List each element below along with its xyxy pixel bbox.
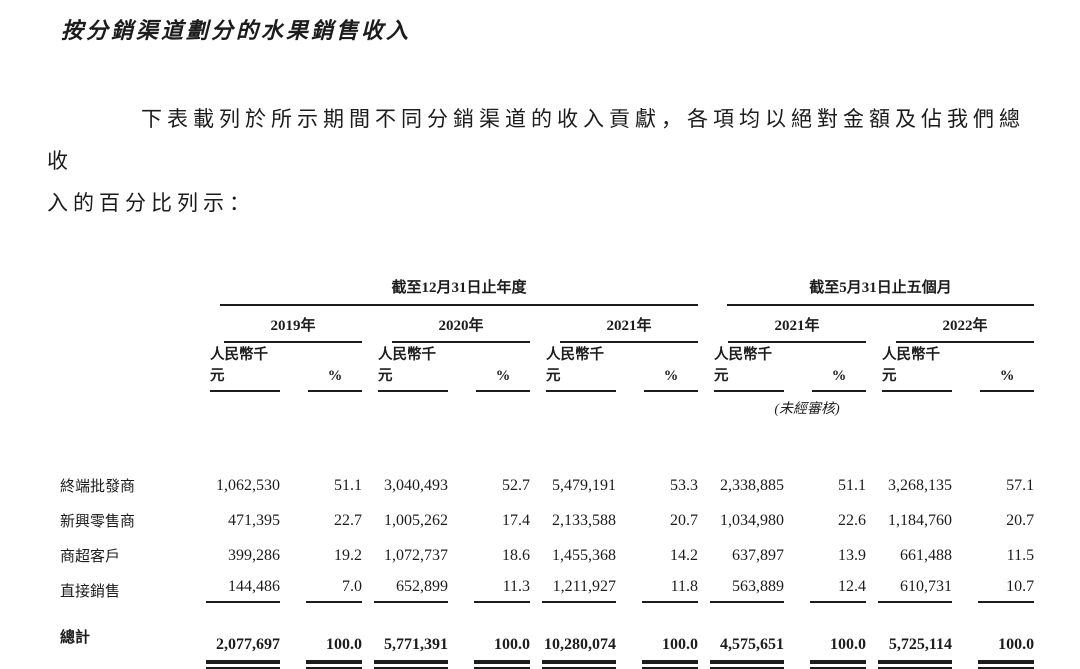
col-percent: %	[952, 343, 1035, 392]
year-2021-5m: 2021年	[698, 306, 867, 343]
year-header-row: 2019年 2020年 2021年 2021年 2022年	[60, 306, 1035, 343]
unaudited-note: (未經審核)	[774, 402, 840, 417]
col-percent: %	[448, 343, 530, 392]
col-amount: 人民幣千元	[362, 343, 448, 392]
group-header-annual: 截至12月31日止年度	[194, 274, 699, 306]
revenue-by-channel-table: 截至12月31日止年度 截至5月31日止五個月 2019年 2020年 2021…	[60, 274, 1035, 669]
year-2019: 2019年	[194, 306, 362, 343]
year-2022-5m: 2022年	[866, 306, 1035, 343]
col-amount: 人民幣千元	[698, 343, 785, 392]
year-2021: 2021年	[530, 306, 699, 343]
intro-paragraph: 下表載列於所示期間不同分銷渠道的收入貢獻，各項均以絕對金額及佔我們總收 入的百分…	[47, 98, 1032, 224]
total-row: 總計 2,077,697 100.0 5,771,391 100.0 10,28…	[60, 608, 1035, 669]
row-label: 直接銷售	[60, 584, 121, 600]
row-label: 商超客戶	[60, 549, 121, 565]
intro-line-2: 入的百分比列示：	[47, 191, 255, 215]
subheader-row: 人民幣千元 % 人民幣千元 % 人民幣千元 % 人民幣千元 % 人民幣千元 %	[60, 343, 1035, 392]
intro-line-1: 下表載列於所示期間不同分銷渠道的收入貢獻，各項均以絕對金額及佔我們總收	[47, 107, 1025, 173]
col-percent: %	[280, 343, 362, 392]
unaudited-note-row: (未經審核)	[60, 392, 1034, 424]
col-percent: %	[784, 343, 867, 392]
col-amount: 人民幣千元	[866, 343, 953, 392]
table-row: 直接銷售 144,486 7.0 652,899 11.3 1,211,927 …	[60, 573, 1035, 608]
table-row: 商超客戶 399,286 19.2 1,072,737 18.6 1,455,3…	[60, 538, 1034, 573]
group-header-five-months: 截至5月31日止五個月	[698, 274, 1035, 306]
row-label: 終端批發商	[60, 479, 136, 495]
col-amount: 人民幣千元	[530, 343, 616, 392]
total-label: 總計	[60, 629, 91, 646]
col-amount: 人民幣千元	[194, 343, 280, 392]
table-row: 新興零售商 471,395 22.7 1,005,262 17.4 2,133,…	[60, 503, 1034, 538]
table-row: 終端批發商 1,062,530 51.1 3,040,493 52.7 5,47…	[60, 468, 1034, 503]
year-2020: 2020年	[362, 306, 530, 343]
group-header-row: 截至12月31日止年度 截至5月31日止五個月	[60, 274, 1035, 306]
row-label: 新興零售商	[60, 514, 136, 530]
page-title: 按分銷渠道劃分的水果銷售收入	[61, 18, 412, 43]
col-percent: %	[616, 343, 699, 392]
